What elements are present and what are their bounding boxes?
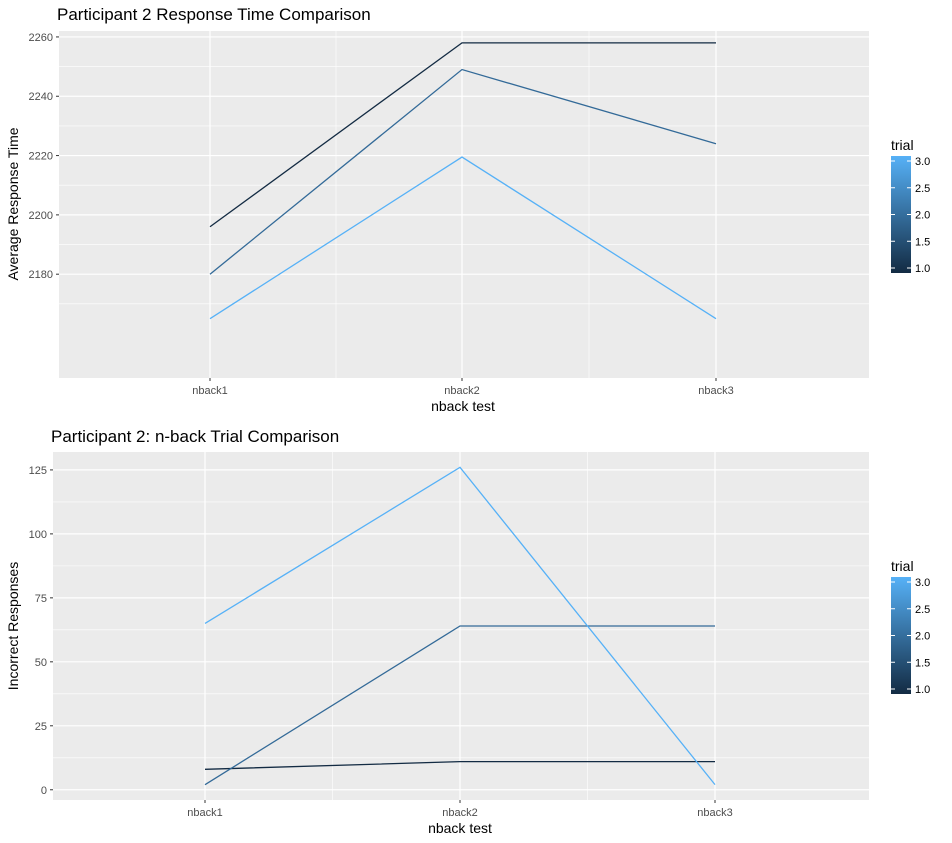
- chart-2-title: Participant 2: n-back Trial Comparison: [51, 427, 339, 446]
- series-line-trial-3: [209, 156, 717, 320]
- chart-2-y-axis: 0 25 50 75 100 125: [29, 465, 53, 797]
- x-tick-label: nback3: [698, 385, 733, 397]
- chart-1-grid: [59, 31, 869, 378]
- x-tick-label: nback1: [187, 807, 222, 819]
- chart-1-legend-title: trial: [891, 137, 914, 153]
- y-tick-label: 2240: [29, 91, 53, 103]
- legend-tick-label: 2.0: [915, 210, 930, 222]
- chart-2-series: [204, 466, 716, 786]
- series-line-trial-1: [204, 760, 715, 770]
- legend-tick-label: 1.5: [915, 236, 930, 248]
- legend-tick-label: 2.5: [915, 604, 930, 616]
- y-tick-label: 50: [35, 657, 47, 669]
- legend-tick-label: 3.0: [915, 577, 930, 589]
- series-line-trial-2: [209, 68, 717, 275]
- y-tick-label: 2200: [29, 210, 53, 222]
- chart-1-plot-panel: [59, 31, 869, 378]
- y-tick-label: 0: [41, 785, 47, 797]
- chart-2-y-axis-title: Incorrect Responses: [5, 562, 21, 690]
- chart-2-x-axis-title: nback test: [428, 820, 492, 836]
- chart-1-x-axis-title: nback test: [431, 398, 495, 414]
- chart-1-title: Participant 2 Response Time Comparison: [57, 5, 371, 24]
- chart-2-x-axis: nback1 nback2 nback3: [187, 800, 733, 819]
- chart-2-legend-ticks: 3.0 2.5 2.0 1.5 1.0: [891, 577, 930, 696]
- series-line-trial-1: [209, 42, 716, 228]
- x-tick-label: nback1: [192, 385, 227, 397]
- y-tick-label: 125: [29, 465, 47, 477]
- y-tick-label: 2260: [29, 32, 53, 44]
- legend-tick-label: 1.0: [915, 263, 930, 275]
- chart-2: Participant 2: n-back Trial Comparison 0…: [5, 427, 930, 836]
- y-tick-label: 2180: [29, 269, 53, 281]
- chart-1-legend-ticks: 3.0 2.5 2.0 1.5 1.0: [891, 156, 930, 275]
- legend-tick-label: 2.5: [915, 183, 930, 195]
- y-tick-label: 75: [35, 593, 47, 605]
- x-tick-label: nback3: [697, 807, 732, 819]
- series-line-trial-2: [204, 625, 715, 786]
- legend-tick-label: 1.0: [915, 684, 930, 696]
- chart-1-x-axis: nback1 nback2 nback3: [192, 378, 734, 397]
- x-tick-label: nback2: [444, 385, 479, 397]
- chart-1-legend: trial 3.0 2.5 2.0 1.5 1.0: [891, 137, 930, 275]
- legend-tick-label: 2.0: [915, 631, 930, 643]
- chart-1-y-axis: 2180 2200 2220 2240 2260: [29, 32, 59, 281]
- legend-tick-label: 3.0: [915, 156, 930, 168]
- y-tick-label: 100: [29, 529, 47, 541]
- series-line-trial-3: [204, 466, 716, 786]
- chart-2-legend-colorbar: [891, 577, 911, 694]
- y-tick-label: 25: [35, 721, 47, 733]
- chart-1: Participant 2 Response Time Comparison 2…: [5, 5, 930, 414]
- chart-1-legend-colorbar: [891, 156, 911, 273]
- x-tick-label: nback2: [442, 807, 477, 819]
- chart-1-series: [209, 42, 717, 320]
- y-tick-label: 2220: [29, 151, 53, 163]
- chart-1-y-axis-title: Average Response Time: [5, 127, 21, 280]
- chart-2-grid: [53, 452, 869, 800]
- legend-tick-label: 1.5: [915, 657, 930, 669]
- chart-2-legend: trial 3.0 2.5 2.0 1.5 1.0: [891, 558, 930, 696]
- chart-2-legend-title: trial: [891, 558, 914, 574]
